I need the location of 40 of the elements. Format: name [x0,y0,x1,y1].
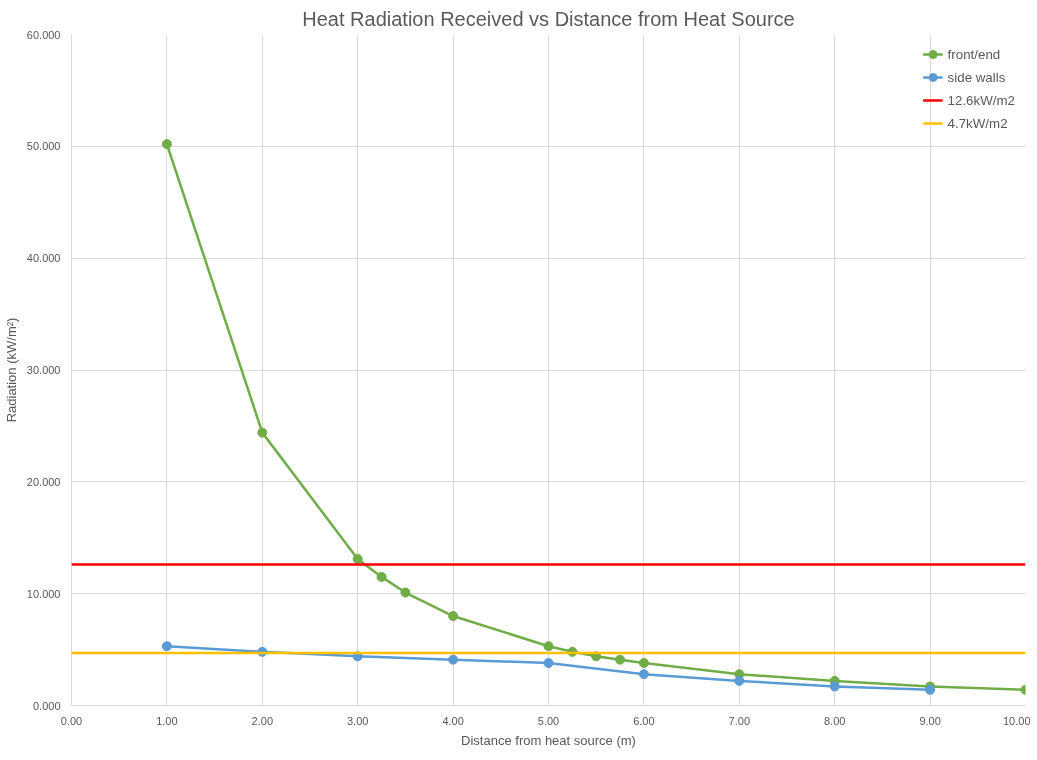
x-tick-label: 5.00 [537,714,560,727]
x-tick-label: 4.00 [442,714,464,727]
point [638,658,649,668]
legend-label: 12.6kW/m2 [947,92,1015,108]
y-tick-label: 20.000 [26,475,61,488]
x-tick-label: 10.00 [1002,714,1031,727]
y-tick-label: 30.000 [26,364,61,376]
point [352,554,363,564]
x-tick-label: 7.00 [728,714,751,727]
y-tick-label: 40.000 [26,252,61,265]
legend-label: side walls [947,69,1006,85]
chart-title: Heat Radiation Received vs Distance from Heat Source [302,7,795,30]
point [376,571,387,582]
point [257,427,268,438]
x-axis-title: Distance from heat source (m) [461,732,636,748]
y-tick-label: 10.000 [26,587,61,600]
point [543,641,554,652]
point [615,654,626,665]
y-tick-label: 50.000 [26,140,61,153]
x-tick-label: 6.00 [633,714,655,727]
x-tick-label: 1.00 [156,714,178,727]
y-tick-label: 0.000 [32,699,61,712]
point [161,641,172,652]
point [448,654,459,665]
legend-label: front/end [947,46,1001,62]
point [543,658,554,668]
x-tick-label: 0.00 [60,714,83,727]
point [829,681,840,692]
point [734,675,745,686]
y-tick-label: 60.000 [26,28,61,41]
point [161,139,172,150]
x-tick-label: 9.00 [919,714,941,727]
x-tick-label: 2.00 [251,714,274,727]
y-axis-title: Radiation (kW/m²) [3,317,19,423]
x-tick-label: 3.00 [347,714,369,727]
point [400,587,411,598]
legend-label: 4.7kW/m2 [947,115,1008,131]
point [448,611,459,622]
point [638,669,649,680]
x-tick-label: 8.00 [824,714,846,727]
